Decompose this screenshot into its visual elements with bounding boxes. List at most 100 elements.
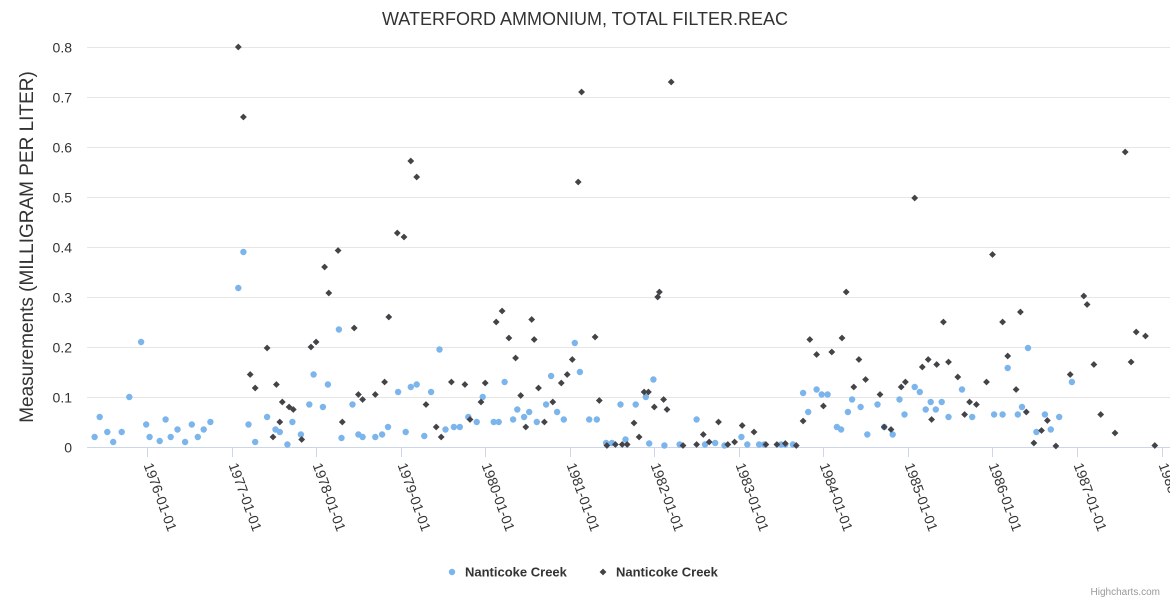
data-point-diamond[interactable] — [738, 422, 746, 429]
data-point-circle[interactable] — [1024, 344, 1032, 352]
data-point-diamond[interactable] — [1012, 386, 1020, 393]
data-point-circle[interactable] — [96, 413, 103, 421]
data-point-diamond[interactable] — [911, 194, 919, 202]
data-point-circle[interactable] — [661, 442, 668, 449]
data-point-circle[interactable] — [542, 401, 550, 408]
data-point-diamond[interactable] — [983, 378, 990, 386]
data-point-circle[interactable] — [958, 386, 966, 393]
data-point-diamond[interactable] — [269, 433, 277, 441]
data-point-diamond[interactable] — [1038, 427, 1045, 434]
data-point-diamond[interactable] — [549, 398, 557, 406]
data-point-circle[interactable] — [263, 413, 271, 421]
data-point-circle[interactable] — [245, 421, 252, 428]
data-point-circle[interactable] — [372, 433, 379, 441]
data-point-diamond[interactable] — [289, 406, 297, 413]
data-point-diamond[interactable] — [1142, 332, 1149, 340]
data-point-circle[interactable] — [848, 396, 856, 403]
data-point-circle[interactable] — [646, 440, 653, 447]
data-point-diamond[interactable] — [437, 433, 445, 441]
data-point-diamond[interactable] — [477, 398, 485, 406]
data-point-diamond[interactable] — [541, 418, 548, 426]
data-point-diamond[interactable] — [557, 379, 565, 387]
data-point-diamond[interactable] — [699, 431, 707, 438]
data-point-circle[interactable] — [456, 423, 463, 431]
data-point-diamond[interactable] — [1030, 439, 1038, 447]
data-point-circle[interactable] — [1004, 364, 1011, 372]
data-point-diamond[interactable] — [334, 247, 342, 254]
data-point-diamond[interactable] — [1151, 442, 1159, 449]
data-point-circle[interactable] — [495, 418, 502, 426]
data-point-diamond[interactable] — [1066, 371, 1074, 378]
data-point-diamond[interactable] — [400, 233, 408, 241]
data-point-diamond[interactable] — [1097, 411, 1105, 418]
data-point-diamond[interactable] — [850, 383, 858, 391]
data-point-circle[interactable] — [593, 416, 600, 423]
data-point-diamond[interactable] — [715, 418, 722, 426]
data-point-diamond[interactable] — [574, 178, 582, 186]
data-point-circle[interactable] — [818, 391, 825, 398]
data-point-circle[interactable] — [384, 423, 392, 431]
data-point-circle[interactable] — [91, 433, 98, 441]
data-point-diamond[interactable] — [276, 418, 284, 426]
data-point-circle[interactable] — [297, 431, 305, 438]
data-point-diamond[interactable] — [407, 157, 415, 165]
data-point-circle[interactable] — [896, 396, 903, 403]
data-point-diamond[interactable] — [1083, 301, 1091, 308]
data-point-circle[interactable] — [338, 434, 345, 442]
data-point-circle[interactable] — [407, 383, 414, 391]
data-point-diamond[interactable] — [466, 416, 474, 423]
data-point-diamond[interactable] — [679, 442, 687, 449]
data-point-circle[interactable] — [755, 441, 763, 448]
data-point-circle[interactable] — [1014, 411, 1021, 418]
legend-item-1[interactable]: Nanticoke Creek — [448, 565, 568, 580]
data-point-circle[interactable] — [693, 416, 700, 423]
data-point-diamond[interactable] — [887, 426, 895, 433]
data-point-diamond[interactable] — [307, 343, 315, 351]
data-point-circle[interactable] — [402, 428, 409, 436]
data-point-diamond[interactable] — [595, 397, 603, 404]
data-point-circle[interactable] — [632, 401, 639, 408]
data-point-diamond[interactable] — [273, 381, 280, 388]
data-point-diamond[interactable] — [1044, 417, 1051, 424]
data-point-diamond[interactable] — [640, 388, 648, 396]
data-point-diamond[interactable] — [528, 316, 536, 323]
data-point-circle[interactable] — [174, 426, 181, 433]
data-point-circle[interactable] — [104, 428, 111, 436]
data-point-diamond[interactable] — [359, 396, 366, 403]
data-point-diamond[interactable] — [650, 403, 658, 411]
data-point-circle[interactable] — [911, 383, 918, 391]
data-point-diamond[interactable] — [862, 376, 869, 383]
data-point-diamond[interactable] — [591, 333, 599, 341]
data-point-diamond[interactable] — [924, 356, 932, 363]
data-point-diamond[interactable] — [385, 313, 393, 321]
data-point-circle[interactable] — [805, 408, 812, 416]
data-point-circle[interactable] — [547, 372, 555, 380]
data-point-diamond[interactable] — [578, 88, 585, 96]
data-point-diamond[interactable] — [876, 391, 884, 398]
data-point-diamond[interactable] — [667, 78, 675, 86]
data-point-diamond[interactable] — [940, 318, 947, 326]
data-point-diamond[interactable] — [413, 173, 421, 181]
data-point-diamond[interactable] — [563, 371, 571, 378]
data-point-circle[interactable] — [533, 418, 540, 426]
data-point-diamond[interactable] — [498, 307, 506, 315]
data-point-circle[interactable] — [622, 436, 629, 443]
data-point-circle[interactable] — [310, 371, 317, 378]
data-point-circle[interactable] — [126, 393, 133, 401]
data-point-circle[interactable] — [421, 432, 428, 440]
data-point-circle[interactable] — [844, 408, 852, 416]
data-point-circle[interactable] — [999, 411, 1006, 418]
data-point-circle[interactable] — [701, 441, 709, 448]
data-point-diamond[interactable] — [999, 318, 1006, 326]
data-point-diamond[interactable] — [656, 288, 663, 296]
data-point-diamond[interactable] — [393, 229, 401, 237]
data-point-diamond[interactable] — [828, 348, 836, 356]
data-point-circle[interactable] — [319, 403, 327, 411]
data-point-circle[interactable] — [118, 428, 125, 436]
data-point-diamond[interactable] — [838, 334, 846, 342]
data-point-circle[interactable] — [738, 433, 745, 441]
data-point-circle[interactable] — [927, 398, 934, 406]
data-point-circle[interactable] — [349, 401, 356, 408]
data-point-diamond[interactable] — [635, 433, 643, 441]
data-point-circle[interactable] — [146, 433, 153, 441]
